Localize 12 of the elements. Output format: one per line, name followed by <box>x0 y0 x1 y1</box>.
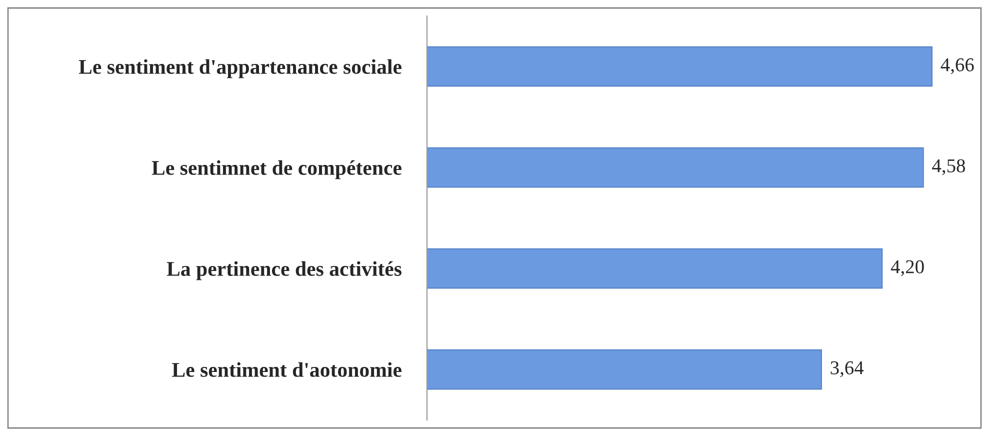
y-tick-label: Le sentiment d'appartenance sociale <box>78 59 402 78</box>
data-label: 4,66 <box>940 58 974 74</box>
bar <box>427 349 822 390</box>
y-tick-label: Le sentiment d'aotonomie <box>172 362 402 377</box>
data-label: 4,20 <box>890 260 924 276</box>
y-tick-label: La pertinence des activités <box>166 261 402 280</box>
bar <box>427 46 932 87</box>
bar <box>427 147 924 188</box>
data-label: 4,58 <box>932 159 966 176</box>
bar <box>427 248 883 289</box>
data-label: 3,64 <box>830 361 864 378</box>
y-tick-label: Le sentimnet de compétence <box>152 160 402 180</box>
